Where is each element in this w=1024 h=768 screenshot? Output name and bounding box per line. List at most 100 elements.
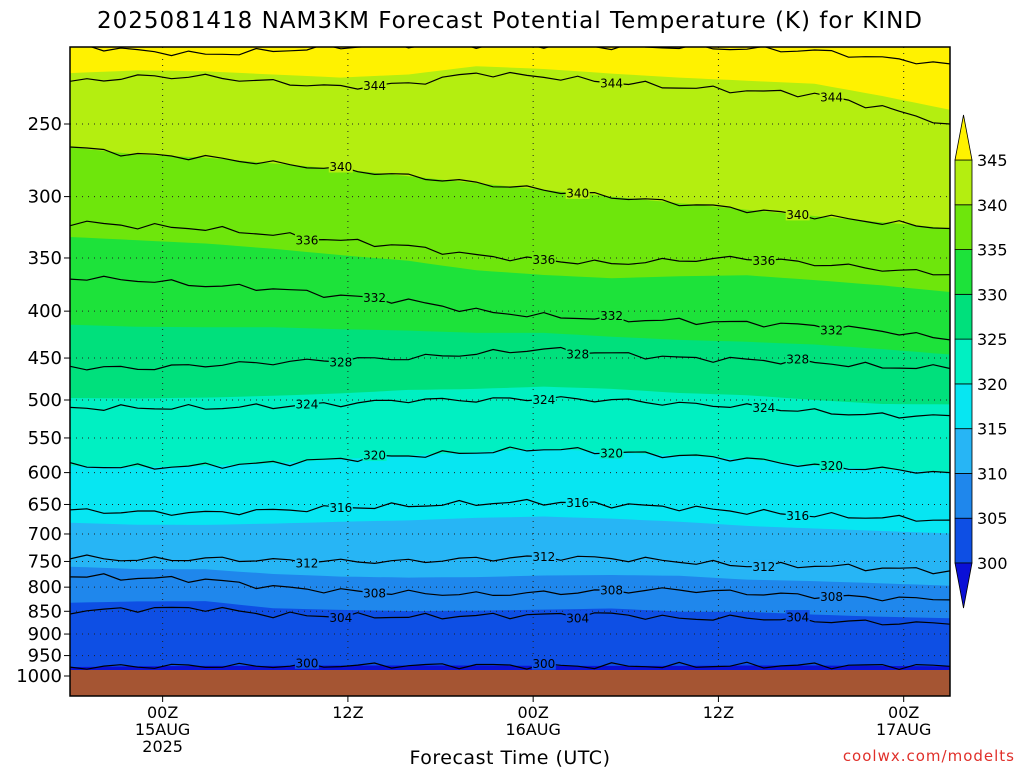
contour-label-320: 320 [820, 459, 843, 473]
contour-line-300 [70, 661, 950, 671]
contour-label-bg [362, 290, 387, 304]
chart-title: 2025081418 NAM3KM Forecast Potential Tem… [97, 8, 923, 34]
contour-label-bg [362, 586, 387, 600]
credit-text[interactable]: coolwx.com/modelts [843, 747, 1015, 765]
x-tick-label: 00Z [147, 703, 178, 722]
contour-label-308: 308 [600, 584, 623, 598]
contour-label-bg [599, 308, 624, 322]
contour-label-336: 336 [532, 253, 555, 267]
contour-label-bg [565, 610, 590, 624]
colorbar-segment [954, 517, 973, 564]
y-tick-label: 500 [28, 390, 62, 411]
contour-label-340: 340 [329, 160, 352, 174]
contour-label-332: 332 [363, 291, 386, 305]
colorbar-segment [954, 383, 973, 430]
colorbar-extend-bottom [954, 562, 973, 609]
contour-label-324: 324 [532, 393, 555, 407]
y-tick-label: 450 [28, 348, 62, 369]
y-axis: 2503003504004505005506006507007508008509… [16, 114, 70, 687]
contour-label-bg [328, 500, 353, 514]
contour-label-bg [819, 322, 844, 336]
y-tick-label: 350 [28, 248, 62, 269]
contour-label-bg [565, 185, 590, 199]
plot-area [70, 47, 950, 696]
contour-label-bg [819, 89, 844, 103]
contour-label-300: 300 [532, 657, 555, 671]
y-tick-label: 1000 [16, 666, 62, 687]
plot-frame [69, 46, 951, 697]
colorbar-tick-label: 335 [977, 241, 1008, 260]
y-tick-label: 950 [28, 646, 62, 667]
x-tick-label: 00Z [517, 703, 548, 722]
contour-label-bg [328, 159, 353, 173]
y-tick-label: 850 [28, 601, 62, 622]
contour-label-bg [362, 447, 387, 461]
contour-label-bg [785, 508, 810, 522]
contour-label-332: 332 [600, 309, 623, 323]
colorbar-tick-label: 340 [977, 196, 1008, 215]
ground-surface [70, 670, 950, 696]
colorbar-segment [954, 204, 973, 250]
contour-label-bg [785, 207, 810, 221]
colorbar-segment [954, 159, 973, 206]
colorbar-tick-label: 315 [977, 420, 1008, 439]
y-tick-label: 300 [28, 187, 62, 208]
contour-label-bg [751, 253, 776, 267]
colorbar-tick-label: 320 [977, 375, 1008, 394]
contour-label-bg [294, 556, 319, 570]
colorbar-tick-label: 325 [977, 330, 1008, 349]
y-tick-label: 400 [28, 301, 62, 322]
x-tick-label: 12Z [332, 703, 363, 722]
contour-label-340: 340 [566, 186, 589, 200]
contour-label-312: 312 [752, 560, 775, 574]
colorbar: 300 305 310 315 320 325 330 335 340 345 [954, 114, 1008, 609]
contour-label-bg [294, 232, 319, 246]
contour-line-320 [70, 446, 950, 474]
x-axis-label: Forecast Time (UTC) [410, 747, 611, 768]
contour-label-320: 320 [363, 448, 386, 462]
contour-label-336: 336 [295, 233, 318, 247]
contour-label-344: 344 [600, 77, 623, 91]
contour-label-320: 320 [600, 446, 623, 460]
colorbar-segment [954, 473, 973, 519]
contour-label-bg [328, 355, 353, 369]
contour-line-344 [70, 71, 950, 125]
contour-label-bg [599, 76, 624, 90]
contour-labels: 300 300 304 304 304 308 308 308 312 312 312 316 316 3… [294, 76, 844, 671]
contour-label-bg [362, 78, 387, 92]
contour-label-328: 328 [786, 352, 809, 366]
colorbar-segment [954, 338, 973, 385]
contour-label-bg [599, 445, 624, 459]
colorbar-segment [954, 428, 973, 474]
x-tick-label: 12Z [703, 703, 734, 722]
contour-label-bg [599, 583, 624, 597]
colorbar-extend-top [954, 114, 973, 161]
contour-label-332: 332 [820, 323, 843, 337]
contour-label-bg [751, 559, 776, 573]
y-tick-label: 600 [28, 463, 62, 484]
contour-label-344: 344 [363, 79, 386, 93]
contour-label-bg [294, 655, 319, 669]
contour-line-348 [89, 47, 950, 65]
contour-label-bg [565, 495, 590, 509]
colorbar-tick-label: 310 [977, 464, 1008, 483]
y-tick-label: 900 [28, 624, 62, 645]
colorbar-tick-label: 300 [977, 554, 1008, 573]
y-tick-label: 650 [28, 494, 62, 515]
contour-label-bg [531, 549, 556, 563]
contour-label-bg [785, 351, 810, 365]
contour-label-bg [328, 610, 353, 624]
contour-label-324: 324 [752, 401, 775, 415]
contour-label-bg [531, 656, 556, 670]
y-tick-label: 750 [28, 551, 62, 572]
contour-line-324 [70, 396, 950, 419]
contour-label-324: 324 [295, 398, 318, 412]
colorbar-tick-label: 330 [977, 285, 1008, 304]
contour-label-308: 308 [820, 590, 843, 604]
contour-label-328: 328 [329, 356, 352, 370]
x-tick-label: 00Z [888, 703, 919, 722]
contour-label-312: 312 [532, 550, 555, 564]
contour-line-332 [70, 275, 950, 341]
contour-label-bg [565, 346, 590, 360]
